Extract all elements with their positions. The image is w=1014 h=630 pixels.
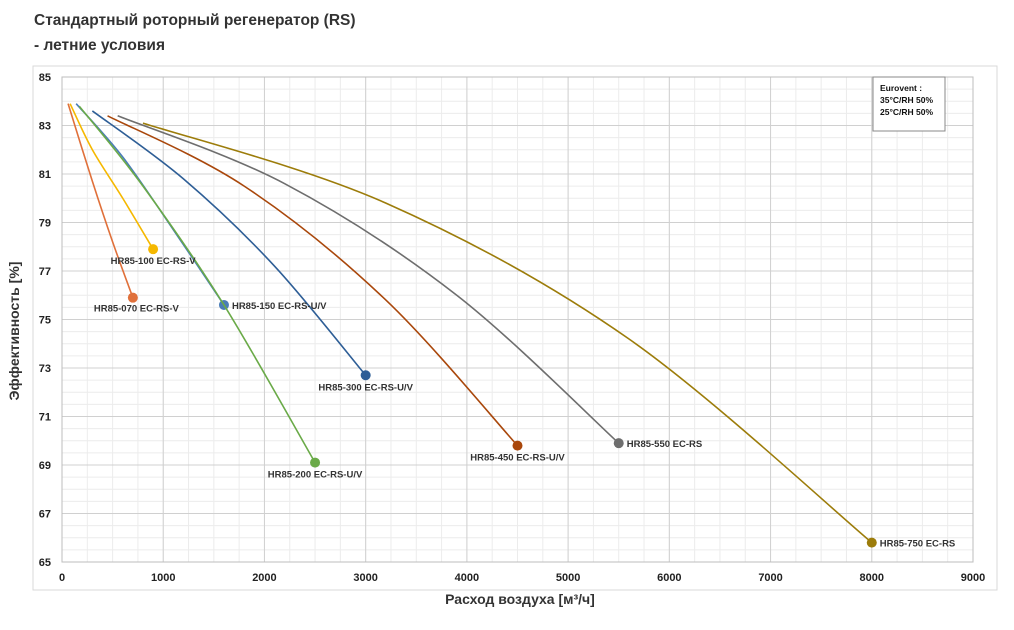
series-endpoint xyxy=(613,438,624,449)
chart-frame xyxy=(32,65,998,591)
y-tick-labels: 65 67 69 71 73 75 77 79 81 83 85 xyxy=(39,72,51,569)
legend-line-3: 25°C/RH 50% xyxy=(880,107,933,117)
series-label: HR85-150 EC-RS-U/V xyxy=(232,301,327,312)
series-group xyxy=(67,103,877,548)
x-tick-label: 8000 xyxy=(860,572,884,584)
series-label: HR85-200 EC-RS-U/V xyxy=(268,470,363,481)
series-line xyxy=(107,115,519,447)
y-tick-label: 83 xyxy=(39,121,51,133)
series-endpoint xyxy=(127,292,138,303)
y-tick-label: 85 xyxy=(39,72,51,84)
series-line xyxy=(67,103,134,298)
series-line xyxy=(142,122,873,544)
series-label: HR85-070 EC-RS-V xyxy=(94,304,180,315)
series-endpoint xyxy=(866,537,877,548)
y-tick-label: 67 xyxy=(39,509,51,521)
x-tick-label: 6000 xyxy=(657,572,681,584)
series-line xyxy=(69,103,154,250)
series-label: HR85-100 EC-RS-V xyxy=(111,256,197,267)
y-axis-label: Эффективность [%] xyxy=(6,262,22,401)
y-tick-label: 69 xyxy=(39,460,51,472)
point-labels: HR85-070 EC-RS-V HR85-100 EC-RS-V HR85-150… xyxy=(94,256,955,549)
x-tick-label: 0 xyxy=(59,572,65,584)
series-line xyxy=(75,103,225,306)
x-tick-label: 9000 xyxy=(961,572,985,584)
x-tick-label: 2000 xyxy=(252,572,276,584)
y-tick-label: 65 xyxy=(39,557,51,569)
x-tick-label: 4000 xyxy=(455,572,479,584)
y-tick-label: 81 xyxy=(39,169,51,181)
x-tick-label: 3000 xyxy=(353,572,377,584)
plot-area xyxy=(61,76,974,563)
chart-title: Стандартный роторный регенератор (RS) xyxy=(34,12,356,29)
x-axis-label: Расход воздуха [м³/ч] xyxy=(445,591,595,607)
legend-line-2: 35°C/RH 50% xyxy=(880,95,933,105)
x-tick-label: 7000 xyxy=(758,572,782,584)
series-endpoint xyxy=(148,244,159,255)
y-tick-label: 77 xyxy=(39,266,51,278)
series-line xyxy=(78,105,316,463)
x-tick-labels: 0 1000 2000 3000 4000 5000 6000 7000 8000 9000 xyxy=(59,572,985,584)
legend-box: Eurovent : 35°C/RH 50% 25°C/RH 50% xyxy=(872,76,946,132)
legend-line-1: Eurovent : xyxy=(880,83,922,93)
series-label: HR85-550 EC-RS xyxy=(627,439,703,450)
series-label: HR85-300 EC-RS-U/V xyxy=(318,382,413,393)
x-tick-label: 1000 xyxy=(151,572,175,584)
grid-lines xyxy=(61,76,974,563)
y-tick-label: 75 xyxy=(39,315,51,327)
series-line xyxy=(117,115,620,444)
series-line xyxy=(91,110,367,376)
series-label: HR85-750 EC-RS xyxy=(880,539,956,550)
y-tick-label: 79 xyxy=(39,218,51,230)
series-endpoint xyxy=(310,457,321,468)
series-endpoint xyxy=(360,370,371,381)
y-tick-label: 71 xyxy=(39,412,51,424)
series-label: HR85-450 EC-RS-U/V xyxy=(470,453,565,464)
chart-subtitle: - летние условия xyxy=(34,37,166,54)
y-tick-label: 73 xyxy=(39,363,51,375)
x-tick-label: 5000 xyxy=(556,572,580,584)
series-endpoint xyxy=(512,440,523,451)
